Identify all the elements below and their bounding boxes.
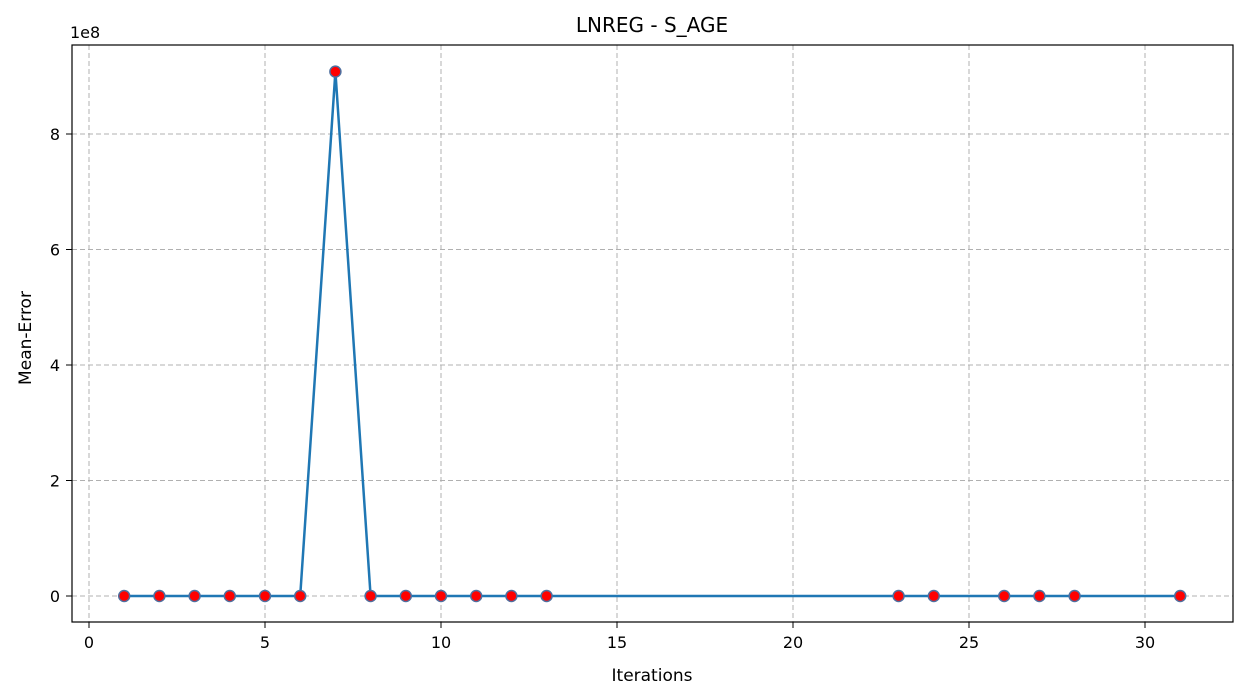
data-point [927,589,941,603]
data-point [188,589,201,603]
x-tick-label: 0 [84,633,94,652]
data-point [434,589,448,603]
x-tick-label: 5 [260,633,270,652]
data-point [1068,589,1081,603]
plot-frame [71,44,1234,623]
y-tick-label: 0 [50,587,60,606]
data-point [329,65,342,78]
data-point [1033,589,1046,603]
data-point [997,589,1011,603]
data-point [505,589,518,603]
data-point [153,589,166,603]
y-tick-label: 2 [50,472,60,491]
data-point [892,589,905,603]
data-point [1173,589,1187,603]
x-tick-label: 30 [1135,633,1155,652]
data-point [117,589,131,603]
data-point [258,589,272,603]
data-point [399,589,413,603]
x-tick-label: 25 [959,633,979,652]
data-point [469,589,483,603]
data-point [223,589,237,603]
data-points [117,65,1187,603]
y-axis-label: Mean-Error [16,291,36,385]
x-tick-label: 20 [783,633,803,652]
data-point [293,589,307,603]
chart-title: LNREG - S_AGE [576,13,728,37]
x-axis-label: Iterations [612,666,693,686]
x-tick-label: 10 [431,633,451,652]
y-tick-label: 6 [50,241,60,260]
data-point [364,589,377,603]
axis-ticks: 0 5 10 15 20 25 30 0 2 4 6 8 [50,125,1155,652]
y-tick-label: 4 [50,356,60,375]
grid [72,45,1233,622]
y-offset-label: 1e8 [70,23,100,42]
y-tick-label: 8 [50,125,60,144]
x-tick-label: 15 [607,633,627,652]
data-point [540,589,553,603]
series-line [124,71,1181,598]
